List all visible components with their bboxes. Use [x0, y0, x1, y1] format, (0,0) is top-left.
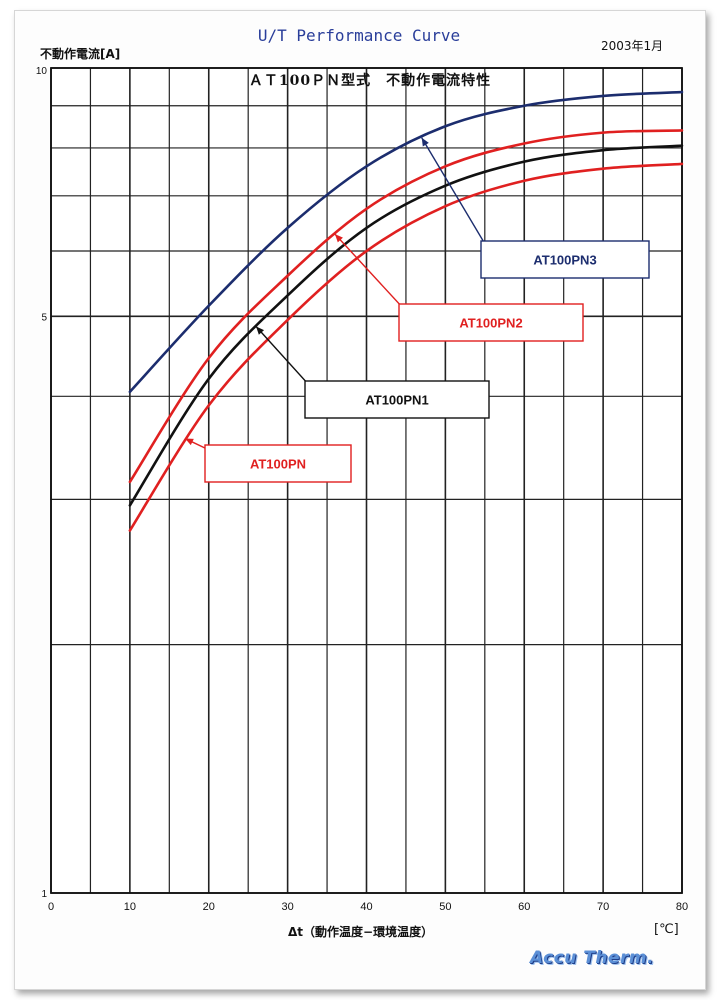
accutherm-logo: Accu Therm. [530, 948, 655, 968]
series-line-at100pn1 [128, 144, 684, 507]
page-title: U/T Performance Curve [257, 26, 461, 45]
x-tick-label: 20 [203, 901, 215, 913]
callout-arrow-head [334, 234, 343, 243]
x-tick-label: 80 [676, 901, 688, 913]
chart-title: ＡＴ100ＰＮ型式 不動作電流特性 [249, 72, 491, 89]
x-tick-label: 0 [48, 901, 54, 913]
y-tick-label: 5 [41, 312, 47, 323]
x-tick-label: 40 [360, 901, 372, 913]
legend-box-at100pn2 [398, 303, 584, 342]
legend-box-at100pn3 [480, 240, 650, 279]
callout-arrow-line [421, 137, 486, 245]
legend-label-at100pn2: AT100PN2 [459, 316, 522, 331]
x-tick-label: 60 [518, 901, 530, 913]
legend-label-at100pn1: AT100PN1 [365, 393, 428, 408]
x-tick-label: 50 [439, 901, 451, 913]
callout-arrow-head [185, 438, 194, 446]
legend-label-at100pn3: AT100PN3 [533, 253, 596, 268]
callout-arrow-head [256, 326, 265, 335]
x-tick-label: 30 [282, 901, 294, 913]
callout-arrow-head [421, 137, 429, 147]
series-line-at100pn3 [128, 90, 684, 394]
legend-box-at100pn1 [304, 380, 490, 419]
y-tick-label: 10 [36, 66, 48, 77]
legend-label-at100pn: AT100PN [250, 457, 306, 472]
series-line-at100pn2 [128, 129, 684, 484]
x-axis-label: Δt（動作温度−環境温度） [288, 925, 434, 939]
x-tick-label: 10 [124, 901, 136, 913]
y-tick-label: 1 [41, 889, 47, 900]
series-line-at100pn [128, 162, 684, 532]
y-axis-label: 不動作電流[A] [40, 47, 121, 61]
plot-frame [50, 67, 683, 894]
x-tick-label: 70 [597, 901, 609, 913]
x-axis-unit: [℃] [654, 922, 679, 937]
legend-box-at100pn [204, 444, 352, 483]
document-date: 2003年1月 [601, 39, 664, 53]
callout-arrow-line [255, 326, 310, 386]
callout-arrow-line [334, 233, 404, 309]
